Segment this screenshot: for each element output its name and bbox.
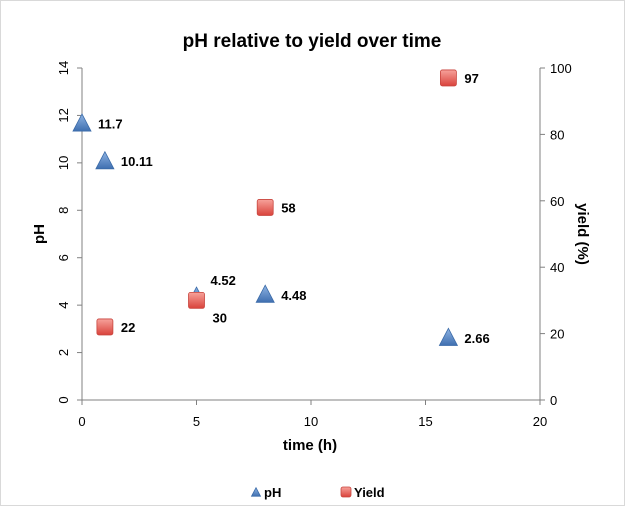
y-tick-label: 2 bbox=[56, 349, 71, 356]
legend-ph-icon bbox=[250, 486, 262, 497]
y2-tick-label: 40 bbox=[550, 260, 564, 275]
y2-axis-label: yield (%) bbox=[574, 203, 591, 265]
y-tick-label: 8 bbox=[56, 207, 71, 214]
y2-tick-label: 60 bbox=[550, 194, 564, 209]
x-tick-label: 5 bbox=[193, 414, 200, 429]
legend-yield-icon bbox=[340, 486, 352, 498]
x-axis-label: time (h) bbox=[283, 437, 337, 454]
data-label: 4.52 bbox=[211, 273, 236, 288]
x-tick-label: 0 bbox=[78, 414, 85, 429]
data-label: 4.48 bbox=[281, 288, 306, 303]
legend-label: pH bbox=[264, 485, 281, 500]
data-label: 22 bbox=[121, 320, 135, 335]
legend: pH Yield bbox=[250, 485, 385, 500]
ph-point bbox=[72, 113, 92, 132]
x-tick-label: 10 bbox=[304, 414, 318, 429]
data-label: 58 bbox=[281, 200, 295, 215]
data-label: 97 bbox=[464, 71, 478, 86]
yield-point bbox=[96, 318, 114, 336]
data-label: 10.11 bbox=[121, 154, 153, 169]
ph-point bbox=[255, 284, 275, 303]
ph-point bbox=[438, 327, 459, 346]
y-tick-label: 10 bbox=[56, 156, 71, 170]
y-tick-label: 12 bbox=[56, 108, 71, 122]
data-label: 11.7 bbox=[98, 117, 123, 132]
x-tick-label: 15 bbox=[418, 414, 432, 429]
data-label: 2.66 bbox=[464, 331, 489, 346]
legend-label: Yield bbox=[354, 485, 385, 500]
y2-tick-label: 80 bbox=[550, 127, 564, 142]
data-marks: 11.7 10.11 4.52 4.48 2.66 22 30 58 97 bbox=[72, 69, 490, 346]
y-tick-label: 14 bbox=[56, 61, 71, 75]
yield-point bbox=[439, 69, 457, 87]
yield-point bbox=[188, 291, 205, 309]
y-tick-label: 4 bbox=[56, 302, 71, 309]
yield-point bbox=[256, 199, 274, 216]
y-axis-label: pH bbox=[31, 224, 48, 244]
y-tick-label: 6 bbox=[56, 254, 71, 261]
y2-tick-label: 20 bbox=[550, 327, 564, 342]
y2-tick-label: 100 bbox=[550, 61, 572, 76]
y2-tick-label: 0 bbox=[550, 393, 557, 408]
data-label: 30 bbox=[213, 310, 227, 325]
ph-point bbox=[95, 150, 115, 170]
chart-title: pH relative to yield over time bbox=[183, 31, 442, 52]
y-tick-label: 0 bbox=[56, 396, 71, 403]
x-tick-label: 20 bbox=[533, 414, 547, 429]
series-yield: 22 30 58 97 bbox=[96, 69, 479, 336]
